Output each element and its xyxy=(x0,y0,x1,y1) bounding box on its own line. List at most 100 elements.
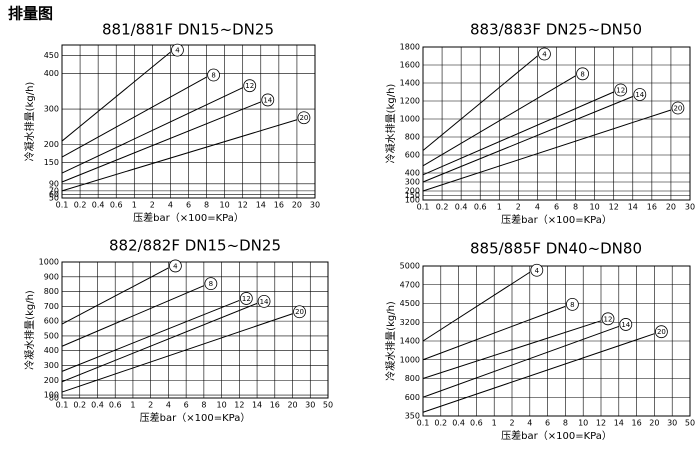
series-line xyxy=(61,267,169,325)
x-tick-label: 30 xyxy=(667,419,677,428)
series-label: 20 xyxy=(299,114,308,122)
y-tick-label: 800 xyxy=(44,287,59,296)
series-label-circle xyxy=(168,259,182,273)
series-label: 8 xyxy=(580,70,584,78)
series-line xyxy=(61,119,298,192)
x-tick-label: 20 xyxy=(666,203,676,212)
series-label: 4 xyxy=(175,47,180,55)
y-tick-label: 800 xyxy=(405,374,420,383)
series-line xyxy=(422,55,538,151)
series-label: 12 xyxy=(245,82,254,90)
y-tick-label: 50 xyxy=(49,194,59,203)
x-tick-label: 8 xyxy=(573,203,578,212)
series-label: 14 xyxy=(621,321,630,329)
x-tick-label: 2 xyxy=(509,419,514,428)
series-label-circle xyxy=(243,79,257,93)
y-tick-label: 4500 xyxy=(400,299,420,308)
series-line xyxy=(61,87,243,174)
x-tick-label: 20 xyxy=(649,419,659,428)
series-label-circle xyxy=(530,263,544,277)
series-line xyxy=(422,325,619,398)
series-label-circle xyxy=(671,101,685,115)
x-tick-label: 6 xyxy=(186,201,191,210)
series-label: 12 xyxy=(604,315,613,323)
series-label: 12 xyxy=(242,295,251,303)
y-tick-label: 300 xyxy=(44,361,59,370)
y-tick-label: 600 xyxy=(405,151,420,160)
x-axis-label: 压差bar（×100=KPa） xyxy=(501,213,612,226)
x-tick-label: 14 xyxy=(628,203,638,212)
y-axis-label: 冷凝水排量(kg/h) xyxy=(23,82,36,162)
series-label-circle xyxy=(207,68,220,82)
y-tick-label: 200 xyxy=(44,376,59,385)
series-label-circle xyxy=(633,88,647,101)
y-tick-label: 5000 xyxy=(400,262,420,271)
series-line xyxy=(422,75,576,167)
x-tick-label: 10 xyxy=(220,201,230,210)
x-tick-label: 0.4 xyxy=(455,203,468,212)
x-tick-label: 14 xyxy=(614,419,624,428)
y-tick-label: 150 xyxy=(44,158,59,167)
y-tick-label: 600 xyxy=(44,317,59,326)
y-tick-label: 1400 xyxy=(400,79,420,88)
series-line xyxy=(422,305,566,361)
y-tick-label: 350 xyxy=(405,412,420,421)
x-tick-label: 2 xyxy=(516,203,521,212)
x-tick-label: 2 xyxy=(150,201,155,210)
series-label: 4 xyxy=(542,51,547,59)
x-tick-label: 14 xyxy=(252,401,262,410)
x-tick-label: 0.2 xyxy=(436,203,449,212)
x-tick-label: 8 xyxy=(204,201,209,210)
x-tick-label: 20 xyxy=(287,401,297,410)
x-tick-label: 6 xyxy=(554,203,559,212)
y-tick-label: 300 xyxy=(405,178,420,187)
series-label: 14 xyxy=(260,298,269,306)
y-tick-label: 1400 xyxy=(400,337,420,346)
x-axis-label: 压差bar（×100=KPa） xyxy=(501,429,612,442)
y-tick-label: 70 xyxy=(49,186,59,195)
x-tick-label: 16 xyxy=(274,201,284,210)
series-line xyxy=(61,76,207,158)
y-tick-label: 900 xyxy=(44,272,59,281)
x-tick-label: 1 xyxy=(497,203,502,212)
x-axis-label: 压差bar（×100=KPa） xyxy=(133,211,244,224)
x-tick-label: 10 xyxy=(590,203,600,212)
x-tick-label: 0.2 xyxy=(434,419,447,428)
series-label-circle xyxy=(601,312,615,326)
series-line xyxy=(422,91,614,176)
x-tick-label: 30 xyxy=(310,201,320,210)
series-label-circle xyxy=(655,325,668,339)
x-tick-label: 16 xyxy=(647,203,657,212)
y-tick-label: 100 xyxy=(405,196,420,205)
series-label: 4 xyxy=(173,262,178,270)
series-line xyxy=(422,271,531,342)
y-tick-label: 600 xyxy=(405,393,420,402)
series-label-circle xyxy=(204,277,218,291)
series-label-circle xyxy=(257,294,271,308)
x-tick-label: 0.1 xyxy=(417,419,430,428)
plot-frame xyxy=(61,44,316,199)
x-tick-label: 0.4 xyxy=(452,419,465,428)
series-line xyxy=(61,51,171,142)
series-label-circle xyxy=(538,47,551,61)
y-tick-label: 450 xyxy=(44,51,59,60)
series-line xyxy=(61,299,240,372)
x-tick-label: 2 xyxy=(148,401,153,410)
y-tick-label: 3200 xyxy=(400,318,420,327)
x-tick-label: 4 xyxy=(166,401,171,410)
x-tick-label: 1 xyxy=(130,401,135,410)
series-label-circle xyxy=(619,318,633,331)
series-label-circle xyxy=(614,83,628,97)
y-tick-label: 60 xyxy=(49,190,59,199)
x-tick-label: 30 xyxy=(685,203,695,212)
series-label-circle xyxy=(566,297,579,311)
series-label-circle xyxy=(239,292,253,305)
y-axis-label: 冷凝水排量(kg/h) xyxy=(384,84,397,164)
x-tick-label: 0.1 xyxy=(56,201,69,210)
y-tick-label: 1000 xyxy=(400,115,420,124)
x-tick-label: 8 xyxy=(201,401,206,410)
series-label: 8 xyxy=(209,280,213,288)
series-label: 20 xyxy=(657,328,666,336)
x-axis-label: 压差bar（×100=KPa） xyxy=(140,411,251,424)
x-tick-label: 16 xyxy=(270,401,280,410)
